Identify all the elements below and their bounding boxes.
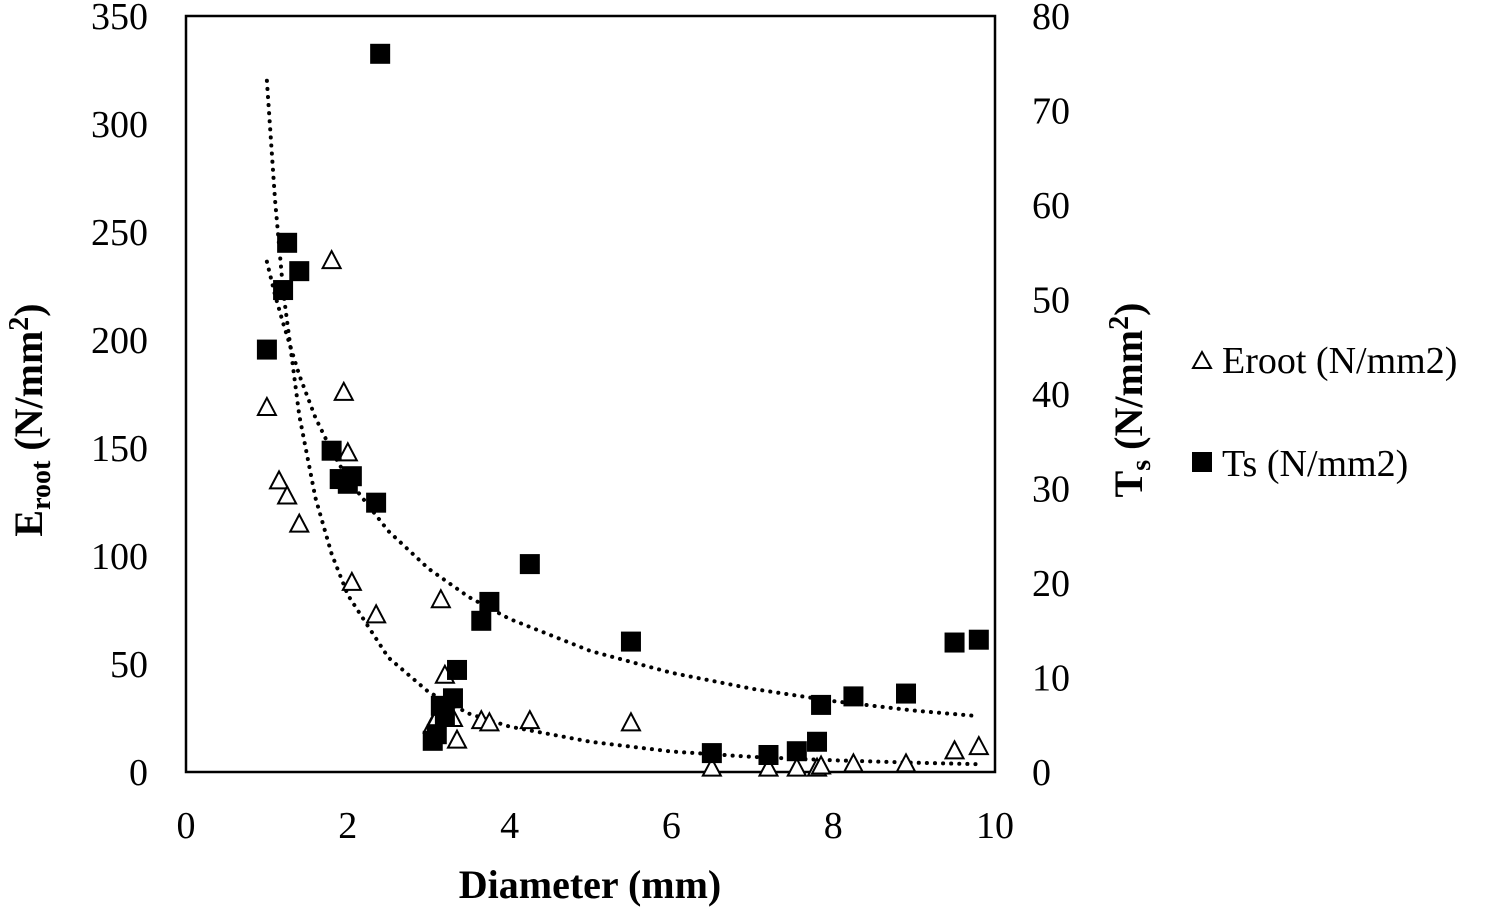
ts-point — [479, 591, 500, 612]
y-left-tick-label: 0 — [129, 752, 148, 794]
ts-point — [471, 610, 492, 631]
y-left-tick-label: 350 — [91, 0, 148, 38]
ts-point — [426, 724, 447, 745]
y-left-axis-title: Eroot (N/mm2) — [4, 303, 57, 536]
ts-point — [273, 280, 294, 301]
ts-point — [519, 554, 540, 575]
y-left-tick-label: 300 — [91, 104, 148, 146]
eroot-point — [365, 603, 387, 624]
y-right-tick-label: 50 — [1032, 280, 1070, 322]
trendline-ts — [264, 259, 981, 719]
y-right-axis-ticks: 0 10 20 30 40 50 60 70 80 — [1032, 0, 1070, 794]
ts-point — [843, 686, 864, 707]
eroot-point — [786, 756, 808, 777]
y-left-tick-label: 50 — [110, 644, 148, 686]
eroot-point — [430, 588, 452, 609]
legend-square-icon — [1192, 452, 1212, 472]
legend: Eroot (N/mm2) Ts (N/mm2) — [1191, 340, 1457, 485]
eroot-point — [256, 395, 278, 416]
y-right-title-close: ) — [1106, 303, 1151, 316]
x-tick-label: 0 — [177, 805, 196, 847]
eroot-point — [276, 484, 298, 505]
y-right-tick-label: 70 — [1032, 91, 1070, 133]
eroot-point — [337, 441, 359, 462]
ts-point — [366, 492, 387, 513]
eroot-point — [757, 756, 780, 777]
eroot-point — [446, 728, 468, 749]
ts-point — [289, 261, 310, 282]
y-right-title-sub: s — [1126, 460, 1157, 471]
ts-point — [321, 440, 342, 461]
eroot-point — [620, 711, 642, 732]
y-right-title-unit: (N/mm — [1106, 330, 1151, 460]
ts-point — [786, 741, 807, 762]
eroot-point — [701, 756, 723, 777]
eroot-point — [268, 469, 290, 490]
x-tick-label: 2 — [338, 805, 357, 847]
eroot-point — [968, 734, 990, 756]
marker-layer — [256, 43, 990, 777]
legend-label-ts: Ts (N/mm2) — [1222, 443, 1408, 485]
trendline-eroot — [264, 78, 981, 767]
ts-point — [442, 688, 463, 709]
eroot-point — [810, 754, 832, 775]
eroot-point — [333, 380, 355, 401]
eroot-point — [320, 248, 343, 270]
y-left-title-unit: (N/mm — [6, 331, 51, 461]
ts-point — [341, 466, 362, 487]
y-left-tick-label: 250 — [91, 212, 148, 254]
y-right-tick-label: 40 — [1032, 374, 1070, 416]
plot-area — [184, 14, 997, 774]
legend-label-eroot: Eroot (N/mm2) — [1222, 340, 1457, 382]
ts-point — [370, 43, 391, 64]
y-left-tick-label: 100 — [91, 536, 148, 578]
y-right-tick-label: 60 — [1032, 185, 1070, 227]
y-right-tick-label: 0 — [1032, 752, 1051, 794]
y-left-axis-ticks: 0 50 100 150 200 250 300 350 — [91, 0, 148, 794]
y-right-tick-label: 80 — [1032, 0, 1070, 38]
y-left-title-main: E — [6, 510, 51, 537]
x-tick-label: 6 — [662, 805, 681, 847]
y-right-title-main: T — [1106, 470, 1151, 497]
ts-point — [811, 694, 832, 715]
y-right-title-sup: 2 — [1104, 316, 1135, 330]
ts-point — [620, 631, 641, 652]
y-right-tick-label: 10 — [1032, 658, 1070, 700]
ts-point — [807, 731, 828, 752]
ts-point — [758, 744, 779, 765]
y-left-title-sub: root — [26, 460, 57, 510]
legend-triangle-icon — [1191, 349, 1213, 369]
eroot-point — [519, 709, 541, 730]
ts-point — [701, 743, 722, 764]
x-tick-label: 4 — [500, 805, 519, 847]
y-right-tick-label: 30 — [1032, 469, 1070, 511]
ts-point — [447, 659, 468, 680]
ts-point — [896, 683, 917, 704]
y-left-tick-label: 150 — [91, 428, 148, 470]
y-right-axis-title: Ts (N/mm2) — [1104, 303, 1157, 498]
ts-point — [256, 339, 277, 360]
y-left-tick-label: 200 — [91, 320, 148, 362]
eroot-point — [895, 752, 917, 773]
eroot-point — [478, 711, 501, 732]
x-axis-title: Diameter (mm) — [459, 862, 721, 907]
x-tick-label: 8 — [824, 805, 843, 847]
ts-point — [277, 232, 298, 253]
x-axis-ticks: 0 2 4 6 8 10 — [177, 805, 1015, 847]
ts-point — [968, 629, 989, 650]
y-right-tick-label: 20 — [1032, 563, 1070, 605]
x-tick-label: 10 — [976, 805, 1014, 847]
eroot-point — [288, 512, 310, 533]
ts-point — [434, 705, 455, 726]
trendline-layer — [264, 78, 981, 767]
eroot-point — [341, 570, 363, 591]
y-left-title-close: ) — [6, 303, 51, 316]
eroot-point — [943, 739, 966, 760]
ts-point — [944, 632, 965, 653]
y-left-title-sup: 2 — [4, 317, 35, 331]
eroot-point — [842, 752, 865, 773]
